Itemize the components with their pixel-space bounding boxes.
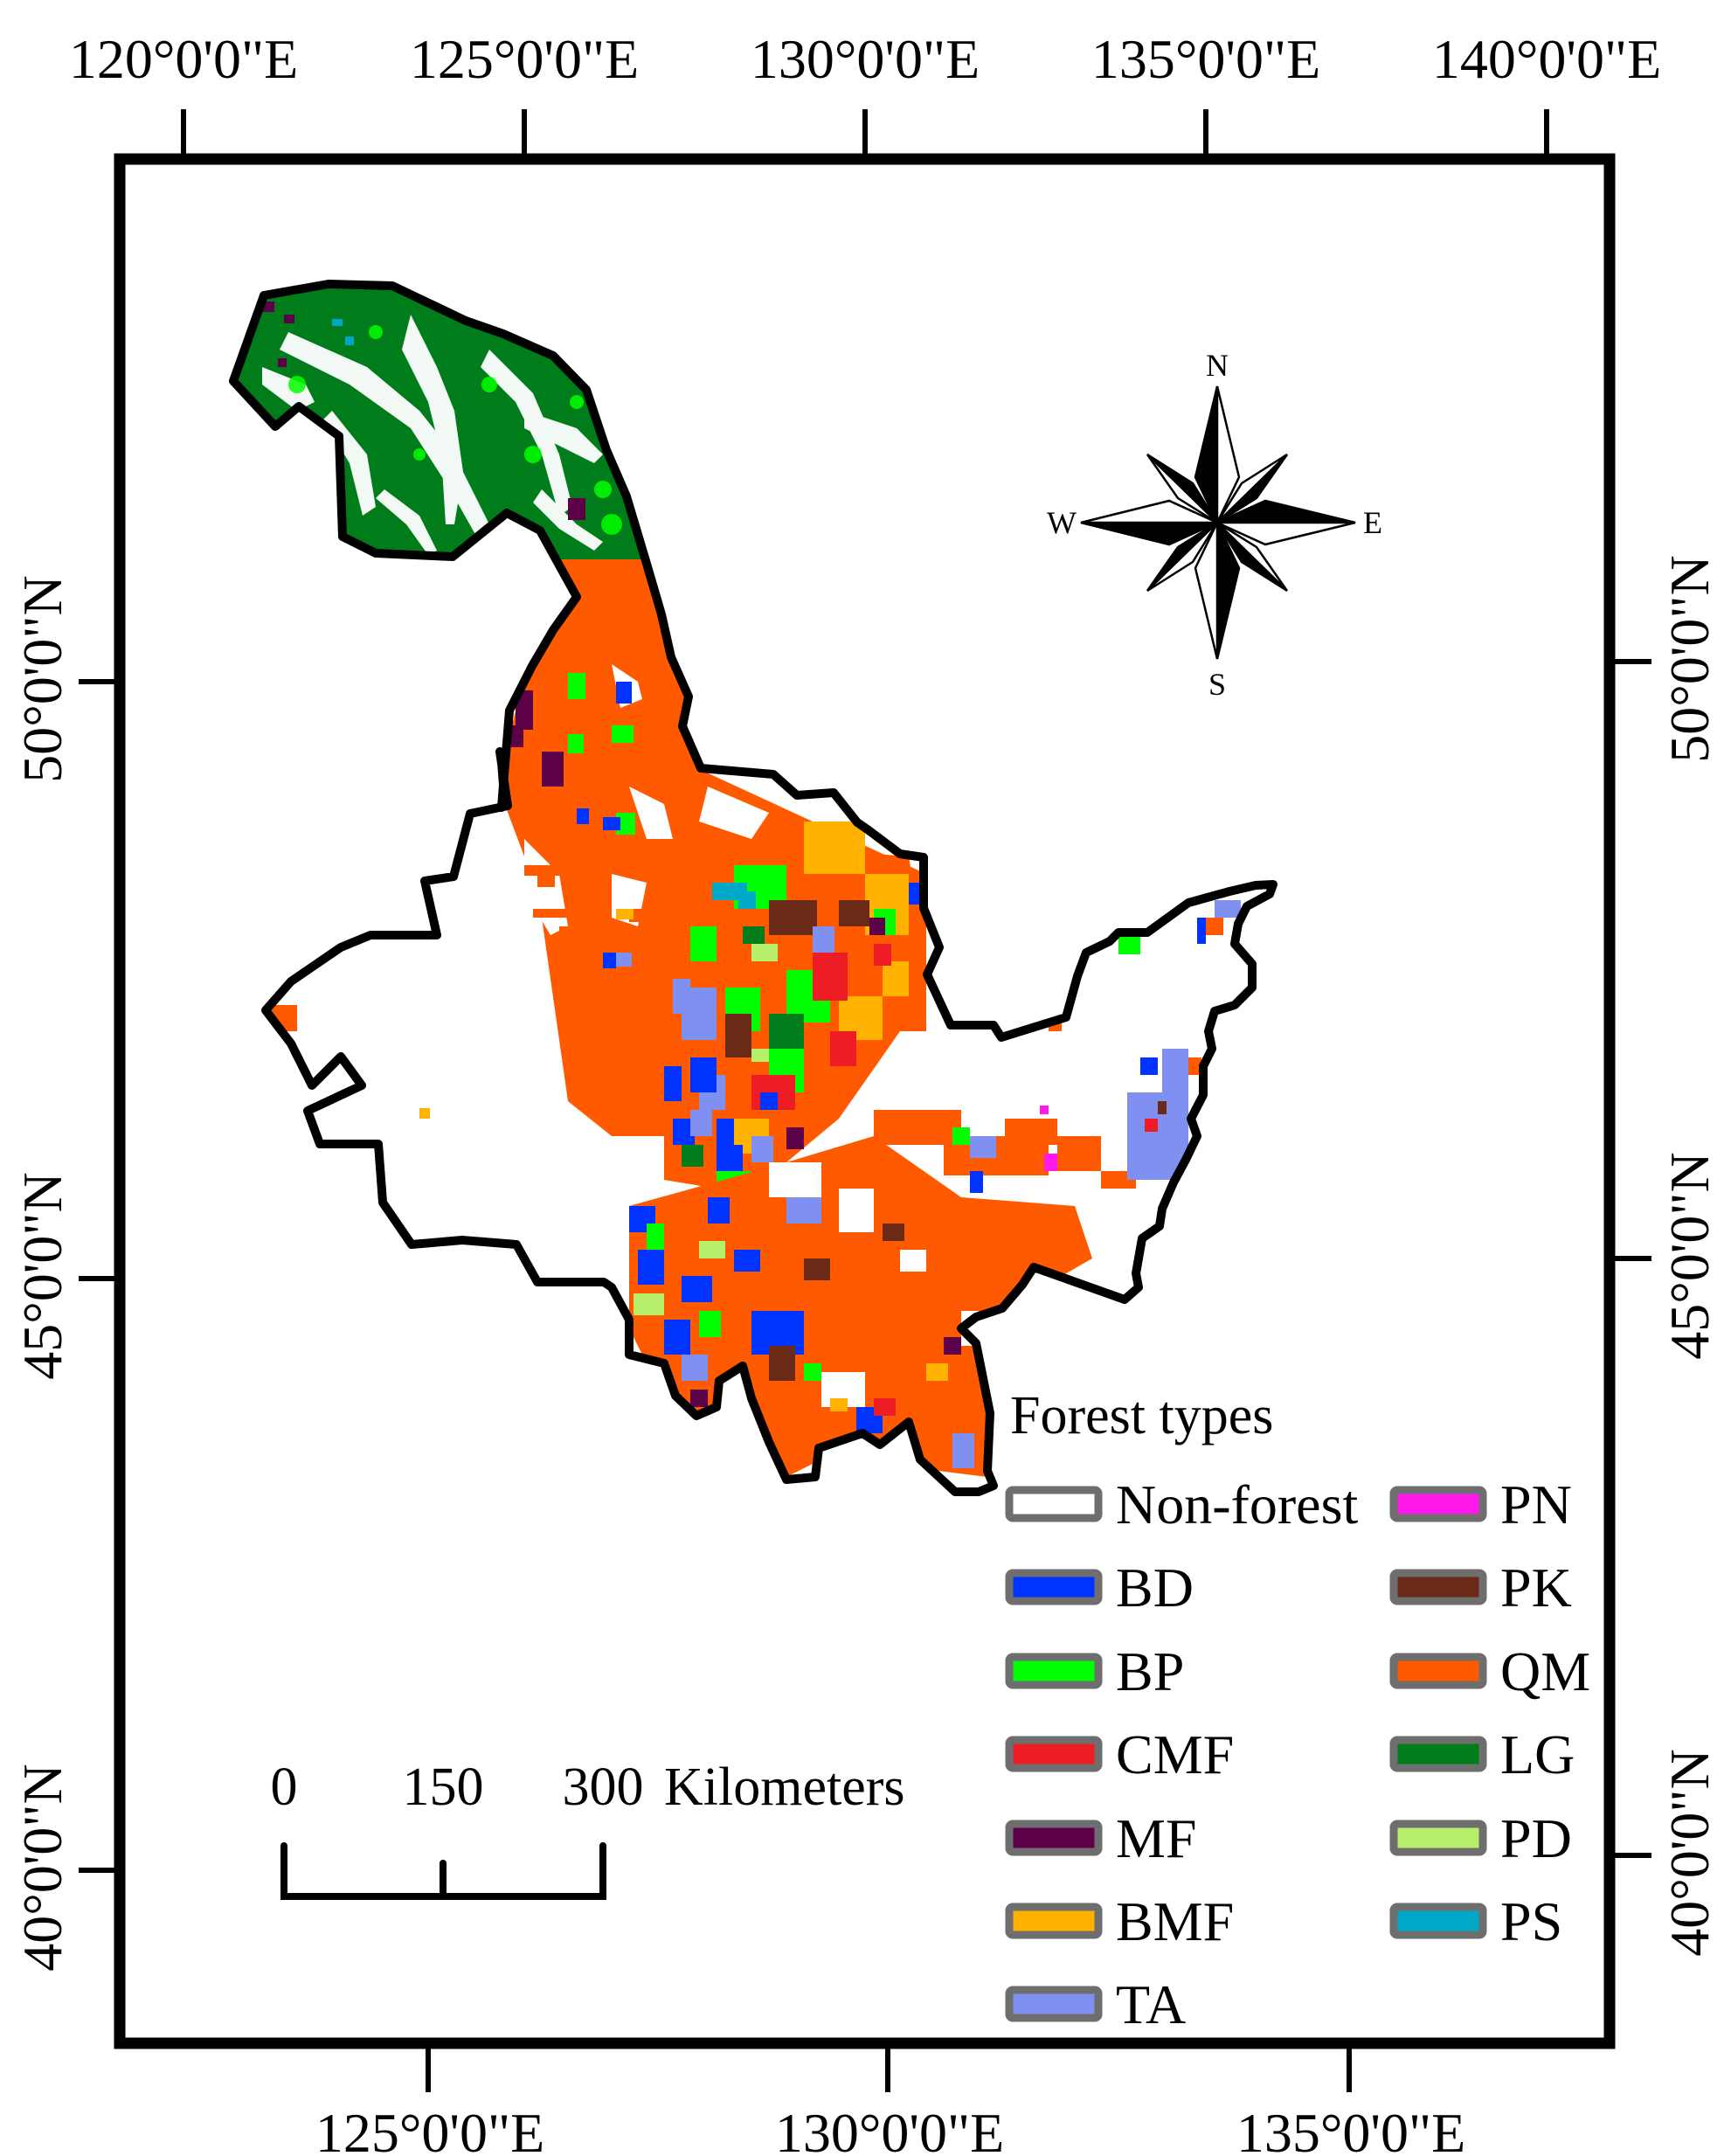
legend-item-bp: BP <box>1005 1640 1184 1702</box>
scale-tick-150: 150 <box>403 1757 484 1817</box>
left-label-45n: 45°0'0"N <box>11 1172 73 1379</box>
compass-south-label: S <box>1208 667 1226 702</box>
legend-item-pk: PK <box>1389 1556 1572 1619</box>
bottom-axis-labels: 125°0'0"E 130°0'0"E 135°0'0"E <box>315 2102 1465 2156</box>
top-label-120e: 120°0'0"E <box>69 28 298 90</box>
top-label-140e: 140°0'0"E <box>1432 28 1661 90</box>
legend-item-non-forest: Non-forest <box>1005 1473 1358 1536</box>
top-label-130e: 130°0'0"E <box>751 28 980 90</box>
svg-text:LG: LG <box>1500 1723 1575 1785</box>
legend-item-lg: LG <box>1389 1723 1575 1785</box>
right-axis-labels: 50°0'0"N 45°0'0"N 40°0'0"N <box>1658 555 1721 1956</box>
svg-text:BD: BD <box>1116 1556 1194 1619</box>
svg-text:PK: PK <box>1500 1556 1572 1619</box>
svg-text:PS: PS <box>1500 1890 1562 1952</box>
top-axis-ticks <box>181 109 1549 156</box>
svg-text:TA: TA <box>1116 1973 1186 2035</box>
legend-item-ps: PS <box>1389 1890 1562 1952</box>
bottom-axis-ticks <box>426 2047 1352 2092</box>
scale-tick-300: 300 <box>563 1757 644 1817</box>
compass-west-label: W <box>1047 505 1077 540</box>
legend-item-cmf: CMF <box>1005 1723 1234 1785</box>
legend-item-pd: PD <box>1389 1807 1572 1869</box>
bottom-label-130e: 130°0'0"E <box>775 2102 1004 2156</box>
right-axis-ticks <box>1614 659 1651 1858</box>
svg-text:MF: MF <box>1116 1807 1197 1869</box>
bottom-label-135e: 135°0'0"E <box>1236 2102 1465 2156</box>
svg-text:BP: BP <box>1116 1640 1184 1702</box>
svg-text:PN: PN <box>1500 1473 1572 1536</box>
top-axis-labels: 120°0'0"E 125°0'0"E 130°0'0"E 135°0'0"E … <box>69 28 1661 90</box>
legend-title: Forest types <box>1010 1386 1273 1445</box>
province-boundary <box>229 280 1277 1496</box>
scale-tick-0: 0 <box>271 1757 298 1817</box>
left-label-40n: 40°0'0"N <box>11 1764 73 1971</box>
left-axis-labels: 50°0'0"N 45°0'0"N 40°0'0"N <box>11 575 73 1971</box>
legend-item-pn: PN <box>1389 1473 1572 1536</box>
legend-item-qm: QM <box>1389 1640 1590 1702</box>
right-label-50n: 50°0'0"N <box>1658 555 1721 762</box>
compass-north-label: N <box>1206 348 1229 383</box>
compass-east-label: E <box>1363 505 1382 540</box>
legend-item-bmf: BMF <box>1005 1890 1234 1952</box>
svg-text:Non-forest: Non-forest <box>1116 1473 1358 1536</box>
right-label-45n: 45°0'0"N <box>1658 1152 1721 1359</box>
legend-item-mf: MF <box>1005 1807 1197 1869</box>
forest-patches <box>233 284 1241 1477</box>
svg-text:QM: QM <box>1500 1640 1590 1702</box>
right-label-40n: 40°0'0"N <box>1658 1749 1721 1956</box>
svg-text:CMF: CMF <box>1116 1723 1234 1785</box>
north-arrow-compass-icon: N S E W <box>1047 348 1382 702</box>
scale-bar: 0 150 300 Kilometers <box>271 1757 905 1900</box>
left-label-50n: 50°0'0"N <box>11 575 73 782</box>
top-label-125e: 125°0'0"E <box>410 28 639 90</box>
legend-item-ta: TA <box>1005 1973 1186 2035</box>
scale-unit-label: Kilometers <box>664 1757 905 1817</box>
bottom-label-125e: 125°0'0"E <box>315 2102 544 2156</box>
legend: Forest types Non-forest BD BP CMF MF BMF… <box>1005 1386 1590 2035</box>
left-axis-ticks <box>79 679 116 1873</box>
top-label-135e: 135°0'0"E <box>1091 28 1320 90</box>
svg-text:BMF: BMF <box>1116 1890 1234 1952</box>
legend-item-bd: BD <box>1005 1556 1194 1619</box>
svg-text:PD: PD <box>1500 1807 1572 1869</box>
